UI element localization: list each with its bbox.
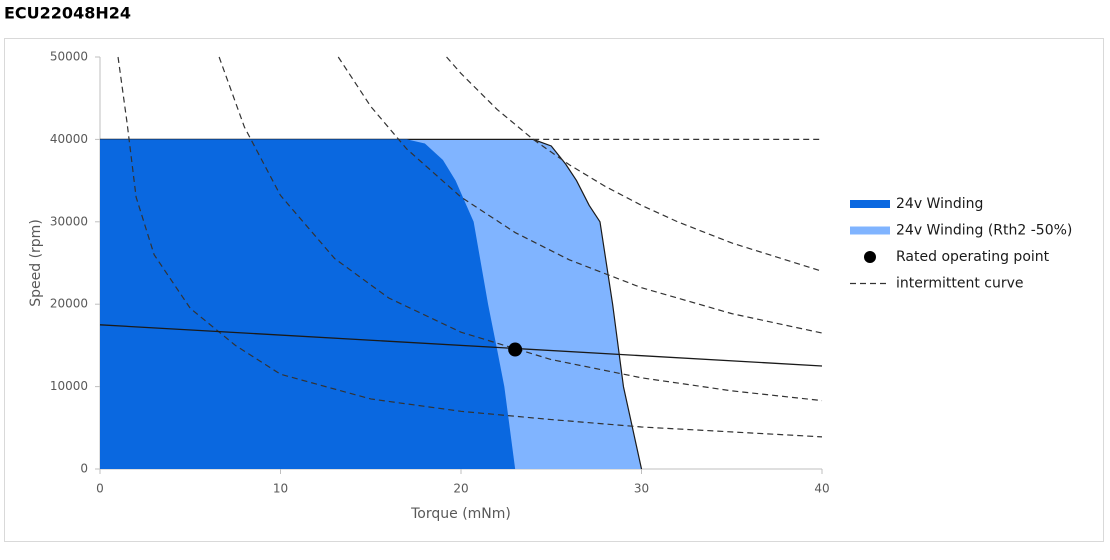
legend-label: 24v Winding (Rth2 -50%) [896,223,1072,239]
y-axis-title: Speed (rpm) [28,219,44,307]
legend-label: 24v Winding [896,196,983,212]
point [508,342,523,357]
y-tick-label: 50000 [50,50,88,64]
legend-label: Rated operating point [896,249,1050,265]
area-outline [100,138,643,470]
y-tick-label: 0 [80,462,88,476]
legend-swatch [864,251,876,263]
y-tick-label: 10000 [50,379,88,393]
line [99,324,823,367]
x-tick-label: 0 [96,482,104,496]
x-tick-label: 20 [453,482,468,496]
x-tick-label: 10 [273,482,288,496]
plot-area [99,56,823,470]
x-tick-label: 30 [634,482,649,496]
legend-swatch [850,200,890,208]
x-tick-label: 40 [814,482,829,496]
x-axis-title: Torque (mNm) [410,506,511,522]
chart-title: ECU22048H24 [4,4,131,23]
legend-label: intermittent curve [896,276,1024,292]
dashed-line [117,56,823,438]
y-tick-label: 30000 [50,214,88,228]
y-tick-label: 40000 [50,132,88,146]
y-tick-label: 20000 [50,297,88,311]
legend-swatch [850,226,890,235]
area [100,139,516,469]
